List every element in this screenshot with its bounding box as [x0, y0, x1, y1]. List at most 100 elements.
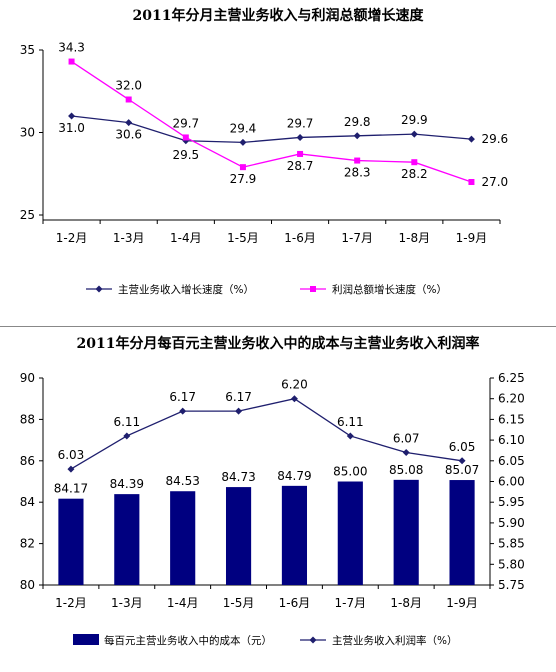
data-point	[68, 112, 76, 120]
chart2-line	[67, 395, 466, 473]
y2-tick-label: 6.20	[498, 392, 525, 406]
chart1-series	[68, 58, 475, 185]
data-label: 29.5	[172, 148, 199, 162]
y-tick-label: 80	[20, 578, 35, 592]
data-point	[468, 179, 475, 185]
data-label: 29.6	[481, 132, 508, 146]
chart2-data-labels: 84.17 84.39 84.53 84.73 84.79 85.00 85.08 85.07…	[54, 378, 479, 496]
data-label: 34.3	[58, 41, 85, 55]
data-label: 29.4	[230, 121, 257, 135]
data-label: 29.7	[287, 116, 314, 130]
x-tick-label: 1-4月	[170, 231, 202, 245]
bar	[170, 491, 196, 585]
y-tick-label: 88	[20, 412, 35, 426]
x-tick-label: 1-2月	[56, 231, 88, 245]
y2-tick-label: 6.25	[498, 371, 525, 385]
data-point	[353, 132, 361, 140]
x-tick-label: 1-3月	[111, 596, 143, 610]
x-tick-label: 1-5月	[223, 596, 255, 610]
y2-tick-label: 5.75	[498, 578, 525, 592]
line-point	[179, 407, 187, 415]
y2-tick-label: 5.85	[498, 537, 525, 551]
x-tick-label: 1-7月	[341, 231, 373, 245]
line-point	[458, 457, 466, 465]
data-label: 30.6	[115, 128, 142, 142]
data-point	[182, 134, 189, 141]
bar-value-label: 85.00	[333, 465, 367, 479]
data-label: 29.7	[172, 116, 199, 130]
x-tick-label: 1-4月	[167, 596, 199, 610]
bar-value-label: 84.79	[277, 469, 311, 483]
line-value-label: 6.03	[58, 448, 85, 462]
y2-tick-label: 6.10	[498, 433, 525, 447]
growth-rate-chart: 2011年分月主营业务收入与利润总额增长速度 25 30 35 1-2月 1-3月 1-4…	[20, 7, 508, 296]
bar	[281, 485, 308, 585]
bar	[449, 480, 475, 585]
profit-rate-line	[70, 398, 463, 470]
x-tick-label: 1-2月	[55, 596, 87, 610]
data-label: 32.0	[115, 79, 142, 93]
x-tick-label: 1-5月	[227, 231, 259, 245]
bar-value-label: 85.07	[445, 463, 479, 477]
data-point	[467, 135, 475, 143]
line-value-label: 6.17	[225, 390, 252, 404]
x-tick-label: 1-6月	[284, 231, 316, 245]
data-point	[239, 138, 247, 146]
x-tick-label: 1-8月	[390, 596, 422, 610]
legend-bar-swatch	[73, 634, 99, 645]
y-tick-label: 30	[20, 126, 35, 140]
chart1-legend: 主营业务收入增长速度（%） 利润总额增长速度（%）	[86, 283, 447, 296]
chart1-title: 2011年分月主营业务收入与利润总额增长速度	[133, 7, 425, 24]
data-point	[125, 96, 132, 103]
y-tick-label: 25	[20, 208, 35, 222]
chart-divider	[0, 326, 556, 327]
y2-tick-label: 6.05	[498, 454, 525, 468]
data-point	[239, 164, 246, 171]
data-point	[411, 159, 418, 166]
y2-tick-label: 6.00	[498, 475, 525, 489]
data-label: 28.2	[401, 167, 428, 181]
data-point	[354, 157, 361, 164]
x-tick-label: 1-3月	[113, 231, 145, 245]
series-line-0	[71, 115, 472, 144]
y2-tick-label: 5.80	[498, 557, 525, 571]
legend-label: 主营业务收入利润率（%）	[332, 634, 457, 647]
line-point	[290, 395, 298, 403]
data-label: 27.0	[481, 175, 508, 189]
y2-tick-label: 5.95	[498, 495, 525, 509]
chart2-legend: 每百元主营业务收入中的成本（元） 主营业务收入利润率（%）	[73, 634, 457, 647]
line-value-label: 6.05	[449, 440, 476, 454]
y-tick-label: 84	[20, 495, 35, 509]
legend-marker	[309, 636, 317, 644]
line-point	[123, 432, 131, 440]
y-tick-label: 90	[20, 371, 35, 385]
data-point	[68, 58, 75, 65]
line-value-label: 6.20	[281, 378, 308, 392]
data-label: 28.3	[344, 166, 371, 180]
chart2-bars	[58, 479, 475, 585]
data-label: 29.8	[344, 115, 371, 129]
x-tick-label: 1-8月	[399, 231, 431, 245]
bar	[114, 494, 140, 585]
y-tick-label: 82	[20, 537, 35, 551]
line-value-label: 6.17	[169, 390, 196, 404]
data-label: 27.9	[230, 172, 257, 186]
data-label: 31.0	[58, 121, 85, 135]
line-point	[67, 465, 75, 473]
line-value-label: 6.11	[337, 415, 364, 429]
chart1-axes: 25 30 35 1-2月 1-3月 1-4月 1-5月 1-6月 1-7月 1-8月 1-9月	[20, 43, 501, 245]
chart2-axes: 80 82 84 86 88 90 5.75 5.80 5.85 5.90 5.95 6.00 6.05…	[20, 371, 525, 610]
bar-value-label: 85.08	[389, 463, 423, 477]
line-point	[235, 407, 243, 415]
bar-value-label: 84.53	[166, 474, 200, 488]
bar	[337, 481, 363, 585]
data-label: 28.7	[287, 159, 314, 173]
x-tick-label: 1-7月	[335, 596, 367, 610]
chart2-title: 2011年分月每百元主营业务收入中的成本与主营业务收入利润率	[77, 335, 480, 352]
bar-value-label: 84.39	[110, 477, 144, 491]
y-tick-label: 86	[20, 454, 35, 468]
x-tick-label: 1-6月	[279, 596, 311, 610]
bar-value-label: 84.73	[221, 470, 255, 484]
y-tick-label: 35	[20, 43, 35, 57]
data-point	[410, 130, 418, 138]
